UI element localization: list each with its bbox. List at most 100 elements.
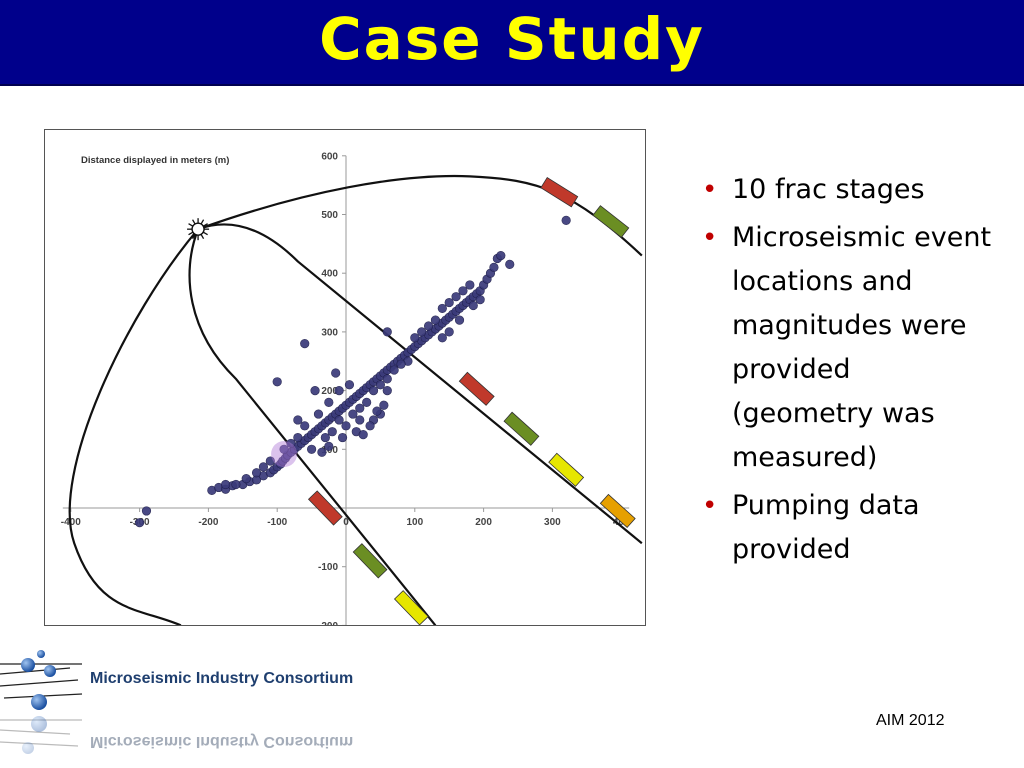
event-point <box>324 441 334 451</box>
frac-stage <box>393 590 429 625</box>
event-point <box>348 409 358 419</box>
well-trajectories <box>68 174 643 625</box>
frac-stage-block <box>592 205 630 238</box>
frac-stage <box>352 543 388 579</box>
y-tick-label: 200 <box>321 386 338 397</box>
frac-stage-block <box>458 371 495 406</box>
logo-text-reflection: Microseismic Industry Consortium <box>90 733 354 750</box>
event-point <box>382 386 392 396</box>
y-tick-label: -200 <box>318 621 338 625</box>
frac-stage-block <box>393 590 429 625</box>
event-point <box>496 250 506 261</box>
bullet-item: Pumping data provided <box>698 484 998 572</box>
event-point <box>372 406 382 416</box>
event-point <box>368 386 379 396</box>
bullet-list: 10 frac stages Microseismic event locati… <box>698 168 998 576</box>
event-point <box>437 303 447 314</box>
frac-stage-block <box>548 452 585 487</box>
microseismic-chart: Distance displayed in meters (m) -400-30… <box>61 151 643 625</box>
event-point <box>358 430 368 440</box>
event-point <box>382 327 392 337</box>
frac-stage <box>540 177 579 208</box>
event-point <box>505 259 515 269</box>
event-point <box>423 321 434 331</box>
event-point <box>327 427 337 437</box>
event-point <box>258 462 269 472</box>
event-point <box>307 444 317 454</box>
y-tick-label: -100 <box>318 562 338 573</box>
event-point <box>355 403 365 413</box>
event-point <box>468 300 478 311</box>
event-point <box>489 262 499 272</box>
frac-stages <box>307 177 636 625</box>
event-point <box>241 474 251 484</box>
event-point <box>444 297 454 308</box>
frac-stage <box>307 490 343 526</box>
event-point <box>451 292 461 302</box>
event-point <box>313 409 324 419</box>
y-tick-label: 500 <box>321 210 338 221</box>
logo-text: Microseismic Industry Consortium <box>90 670 354 687</box>
frac-stage <box>458 371 495 406</box>
x-tick-label: -200 <box>198 517 218 528</box>
chart-axes: -400-300-200-100010020030040060050040030… <box>61 151 630 625</box>
event-point <box>231 479 241 490</box>
event-point <box>337 432 348 443</box>
event-point <box>293 432 303 443</box>
consortium-logo <box>0 650 83 754</box>
event-point <box>355 415 365 425</box>
event-point <box>341 421 351 431</box>
event-point <box>417 327 427 337</box>
frac-stage-block <box>307 490 343 526</box>
event-point <box>454 315 465 325</box>
y-tick-label: 400 <box>321 269 338 280</box>
event-point <box>379 400 389 410</box>
event-highlight <box>271 440 298 467</box>
event-point <box>279 444 289 454</box>
event-point <box>365 421 375 431</box>
wellhead-circle <box>191 222 205 236</box>
event-point <box>317 447 327 457</box>
event-point <box>475 295 485 305</box>
event-point <box>331 368 341 378</box>
event-point <box>437 333 447 343</box>
event-point <box>396 359 406 369</box>
well-path-2 <box>197 174 643 257</box>
y-tick-label: 300 <box>321 327 338 338</box>
event-point <box>221 479 231 490</box>
bullet-item: Microseismic event locations and magnitu… <box>698 216 998 480</box>
event-point <box>430 315 441 325</box>
frac-stage <box>503 411 540 446</box>
frac-stage-block <box>599 493 636 529</box>
bullet-item: 10 frac stages <box>698 168 998 212</box>
event-point <box>286 438 296 449</box>
title-bar: Case Study <box>0 0 1024 86</box>
frac-stage <box>599 493 636 529</box>
event-points <box>134 215 571 528</box>
event-point <box>300 421 310 431</box>
event-point <box>410 333 420 343</box>
frac-stage-block <box>503 411 540 446</box>
x-tick-label: 300 <box>544 517 561 528</box>
event-point <box>344 380 355 390</box>
event-point <box>458 286 468 296</box>
wellhead-marker <box>187 218 210 241</box>
chart-frame: Distance displayed in meters (m) -400-30… <box>44 129 646 626</box>
y-tick-label: 600 <box>321 151 338 162</box>
event-point <box>389 365 399 375</box>
event-point <box>324 397 334 407</box>
event-point <box>310 386 320 396</box>
event-point <box>320 432 330 443</box>
well-path-4 <box>188 228 437 625</box>
x-tick-label: 0 <box>343 517 349 528</box>
footer-label: AIM 2012 <box>876 712 945 729</box>
event-point <box>272 377 282 387</box>
event-point <box>134 518 145 528</box>
event-point <box>265 456 275 466</box>
event-point <box>251 468 262 478</box>
event-point <box>293 415 303 425</box>
chart-annotation: Distance displayed in meters (m) <box>81 155 229 166</box>
x-tick-label: 100 <box>406 517 423 528</box>
well-path-3 <box>197 223 643 545</box>
frac-stage-block <box>540 177 579 208</box>
